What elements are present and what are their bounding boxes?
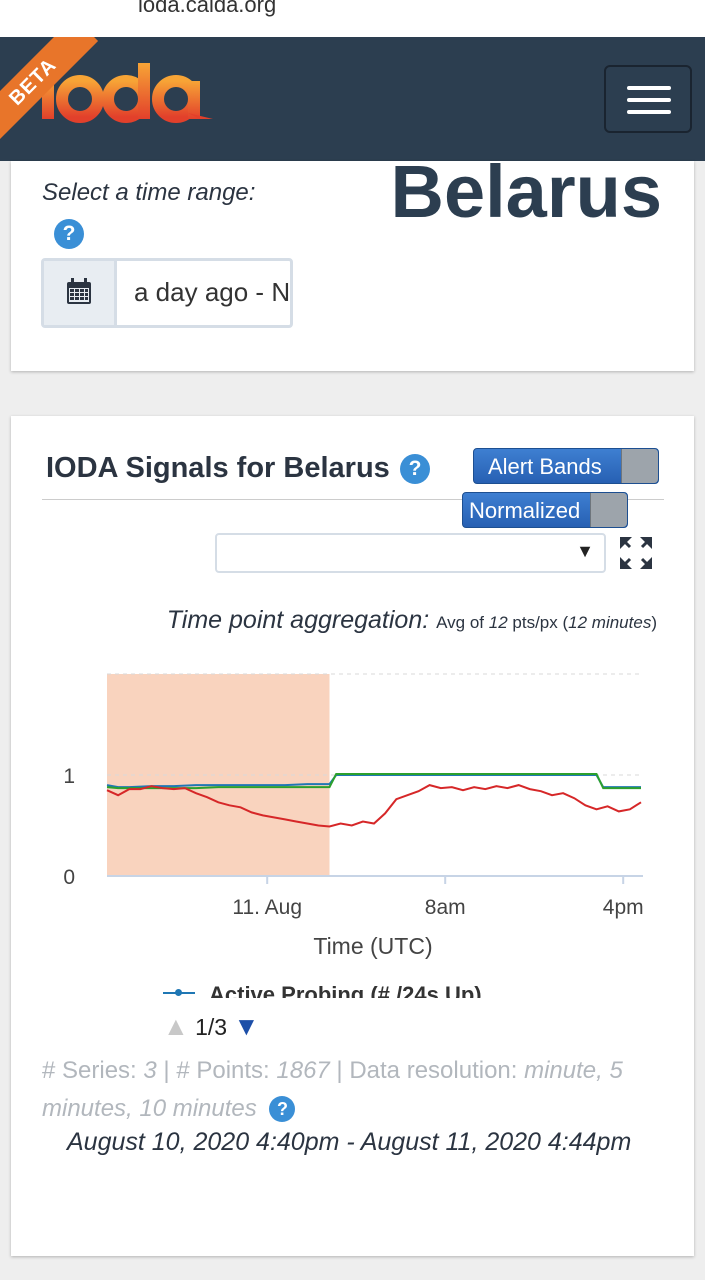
series-metadata: # Series: 3 | # Points: 1867 | Data reso… <box>42 1052 662 1128</box>
x-tick-label: 4pm <box>603 896 644 919</box>
aggregation-prefix: Avg of <box>436 613 489 632</box>
calendar-button[interactable] <box>44 261 117 325</box>
country-title: Belarus <box>390 150 662 233</box>
alert-bands-label: Alert Bands <box>488 454 602 479</box>
aggregation-info: Time point aggregation: Avg of 12 pts/px… <box>167 606 657 635</box>
series-line-darknet[interactable] <box>106 784 642 828</box>
resolution-label: | Data resolution: <box>329 1057 525 1084</box>
divider <box>42 499 664 500</box>
browser-address-bar[interactable]: ioda.caida.org <box>0 0 705 37</box>
resolution-value: minute, 5 minutes, 10 minutes <box>42 1057 623 1122</box>
date-range-input[interactable]: a day ago - N <box>134 277 291 307</box>
time-range-card: Select a time range: ? Belarus a day ago… <box>11 150 694 371</box>
points-count: 1867 <box>276 1057 330 1084</box>
aggregation-mid: pts/px ( <box>507 613 569 632</box>
legend-item-active-probing[interactable]: Active Probing (# /24s Up) <box>209 982 482 998</box>
y-tick-label: 1 <box>63 765 75 788</box>
calendar-icon <box>67 278 91 304</box>
aggregation-pts: 12 <box>488 613 508 632</box>
hamburger-icon-bar <box>627 98 671 102</box>
toggle-knob <box>621 449 658 483</box>
date-range-picker[interactable]: a day ago - N <box>41 258 293 328</box>
normalized-toggle[interactable]: Normalized <box>462 492 628 528</box>
question-circle-icon[interactable]: ? <box>400 454 430 484</box>
points-label: | # Points: <box>156 1057 277 1084</box>
aggregation-label: Time point aggregation: <box>166 606 430 634</box>
x-tick-label: 8am <box>425 896 466 919</box>
caret-down-icon: ▼ <box>576 541 594 561</box>
hamburger-icon-bar <box>627 110 671 114</box>
signals-title: IODA Signals for Belarus <box>46 452 390 484</box>
time-range-display: August 10, 2020 4:40pm - August 11, 2020… <box>67 1128 632 1156</box>
normalized-label: Normalized <box>469 498 581 523</box>
y-tick-label: 0 <box>63 866 75 889</box>
top-navbar: BETA <box>0 37 705 161</box>
question-circle-icon[interactable]: ? <box>269 1096 296 1122</box>
ioda-logo-graphic <box>42 63 213 123</box>
pager-up-icon[interactable]: ▲ <box>163 1011 189 1041</box>
time-range-label: Select a time range: <box>42 179 256 206</box>
legend-pager: ▲ 1/3 ▼ <box>163 1011 259 1042</box>
x-tick-label: 11. Aug <box>232 896 302 919</box>
signal-select-dropdown[interactable]: ▼ <box>215 533 606 573</box>
series-count: 3 <box>143 1057 157 1084</box>
ioda-logo[interactable] <box>38 57 218 130</box>
signals-card: IODA Signals for Belarus ? Alert Bands N… <box>11 416 694 1256</box>
series-label: # Series: <box>42 1057 144 1084</box>
fullscreen-icon <box>620 537 652 569</box>
signals-chart[interactable]: 0 1 11. Aug 8am 4pm Time (UTC) <box>11 666 694 976</box>
x-axis-label: Time (UTC) <box>313 933 432 959</box>
pager-text: 1/3 <box>195 1014 228 1040</box>
aggregation-end: ) <box>651 613 657 632</box>
hamburger-icon <box>627 86 671 90</box>
expand-icon[interactable] <box>618 535 654 576</box>
legend-swatch-dot <box>175 989 182 996</box>
menu-toggle-button[interactable] <box>604 65 692 133</box>
question-circle-icon[interactable]: ? <box>54 219 84 249</box>
aggregation-minutes: 12 minutes <box>568 613 652 632</box>
pager-down-icon[interactable]: ▼ <box>233 1011 260 1041</box>
toggle-knob <box>590 493 627 527</box>
url-text: ioda.caida.org <box>138 0 277 17</box>
chart-legend[interactable]: Active Probing (# /24s Up) <box>161 981 561 998</box>
alert-bands-toggle[interactable]: Alert Bands <box>473 448 659 484</box>
